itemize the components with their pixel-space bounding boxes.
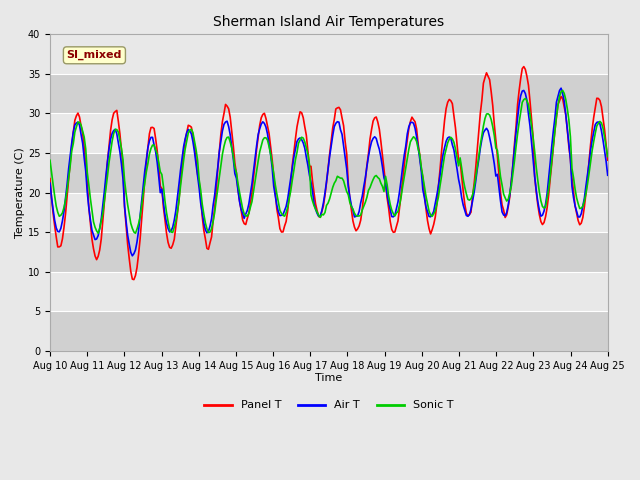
Panel T [520, 64, 527, 70]
Panel T [130, 277, 138, 283]
Air T [242, 211, 250, 217]
Sonic T [604, 154, 612, 159]
Sonic T [242, 213, 250, 218]
Air T [232, 175, 240, 181]
Panel T [604, 157, 612, 163]
Line: Air T: Air T [50, 88, 608, 256]
Air T [557, 85, 565, 91]
Panel T [292, 136, 300, 142]
Bar [50, 272, 608, 311]
Sonic T [559, 87, 566, 93]
Panel T [46, 176, 54, 181]
Air T [576, 214, 584, 220]
Sonic T [292, 156, 300, 162]
Bar [50, 35, 608, 74]
Sonic T [214, 186, 221, 192]
Line: Panel T: Panel T [50, 67, 608, 280]
Y-axis label: Temperature (C): Temperature (C) [15, 147, 25, 238]
Bar [50, 113, 608, 153]
Air T [292, 146, 300, 152]
Sonic T [232, 170, 240, 176]
Text: SI_mixed: SI_mixed [67, 50, 122, 60]
Air T [46, 180, 54, 186]
Air T [604, 172, 612, 178]
Panel T [576, 222, 584, 228]
Bar [50, 192, 608, 232]
Bar [50, 153, 608, 192]
Legend: Panel T, Air T, Sonic T: Panel T, Air T, Sonic T [200, 396, 458, 415]
Air T [214, 165, 221, 170]
Panel T [115, 119, 122, 124]
Title: Sherman Island Air Temperatures: Sherman Island Air Temperatures [213, 15, 444, 29]
Sonic T [115, 129, 122, 135]
Air T [129, 253, 136, 259]
Bar [50, 311, 608, 351]
Panel T [214, 166, 221, 172]
X-axis label: Time: Time [316, 373, 342, 384]
Panel T [232, 170, 240, 176]
Bar [50, 232, 608, 272]
Sonic T [576, 205, 584, 211]
Panel T [242, 222, 250, 228]
Line: Sonic T: Sonic T [50, 90, 608, 233]
Sonic T [132, 230, 140, 236]
Bar [50, 74, 608, 113]
Sonic T [46, 157, 54, 163]
Air T [115, 140, 122, 146]
